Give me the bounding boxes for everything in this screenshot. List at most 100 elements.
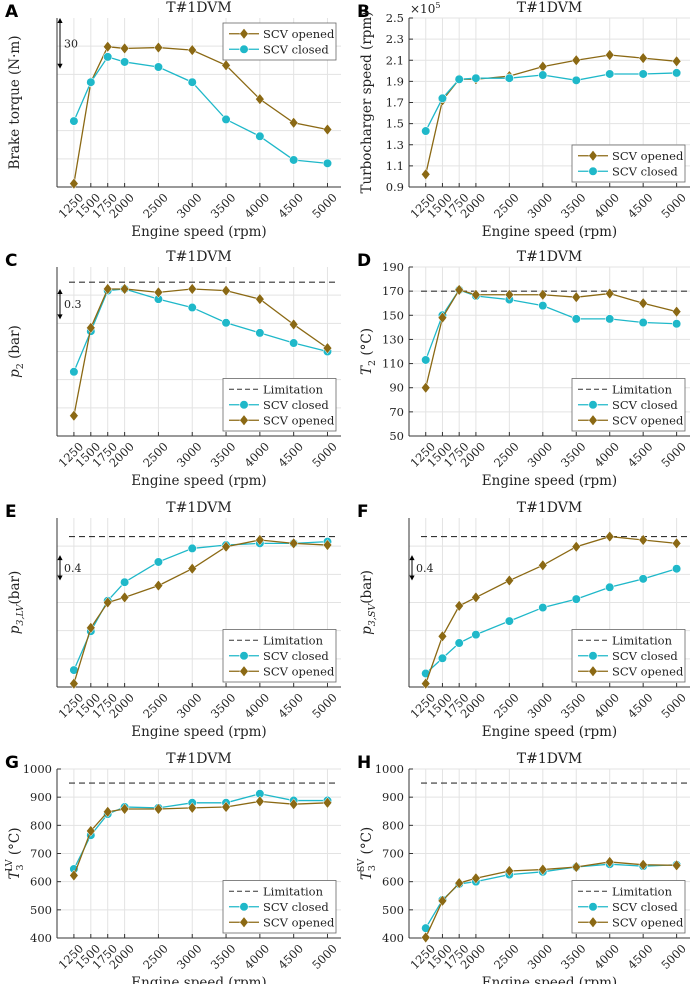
y-exponent: ×105 <box>410 1 440 16</box>
panel-letter: D <box>357 251 371 271</box>
scale-arrow-up-icon <box>57 288 63 294</box>
data-point-opened <box>437 630 448 643</box>
x-axis-label: Engine speed (rpm) <box>131 724 266 740</box>
data-point-closed <box>638 574 648 584</box>
data-point-opened <box>504 574 514 587</box>
scale-arrow-down-icon <box>409 575 415 581</box>
x-tick-label: 5000 <box>658 190 689 221</box>
data-point-closed <box>672 319 682 329</box>
x-tick-label: 5000 <box>658 439 689 470</box>
series-opened <box>69 795 333 882</box>
x-tick-label: 3000 <box>525 941 556 972</box>
legend-marker-opened <box>239 27 249 40</box>
data-point-opened <box>322 342 333 354</box>
scale-arrow-up-icon <box>57 555 63 561</box>
panel-letter: C <box>5 251 17 271</box>
scale-bar-label: 0.3 <box>64 298 82 311</box>
data-point-closed <box>153 557 164 567</box>
legend-marker-closed <box>239 902 249 912</box>
data-point-closed <box>289 155 299 165</box>
data-point-opened <box>187 802 197 814</box>
data-point-closed <box>322 158 333 168</box>
data-point-closed <box>454 74 464 84</box>
scale-bar: 0.3 <box>57 288 82 320</box>
legend-label-opened: SCV opened <box>612 413 684 427</box>
x-axis-label: Engine speed (rpm) <box>482 724 617 740</box>
legend-marker-closed <box>239 651 249 661</box>
data-point-closed <box>187 302 197 313</box>
data-point-closed <box>69 116 79 126</box>
scale-arrow-up-icon <box>57 18 63 23</box>
data-point-opened <box>103 806 113 818</box>
series-closed <box>421 68 682 136</box>
y-tick-label: 2.1 <box>386 53 404 67</box>
legend-marker-closed <box>588 902 598 912</box>
series-line-closed <box>73 56 328 164</box>
x-tick-label: 4000 <box>591 690 622 721</box>
data-point-closed <box>638 317 648 328</box>
series-line-opened <box>425 54 677 175</box>
series-line-closed <box>73 288 328 373</box>
x-tick-label: 4500 <box>275 439 306 470</box>
data-point-opened <box>471 591 481 604</box>
scale-bar: 0.4 <box>409 555 434 581</box>
x-tick-label: 5000 <box>658 941 689 972</box>
x-tick-label: 2500 <box>140 941 171 972</box>
panel-letter: B <box>357 2 370 22</box>
y-axis-label: p3,LV(bar) <box>7 571 26 634</box>
plot-title: T#1DVM <box>166 0 231 16</box>
data-point-opened <box>187 283 197 295</box>
data-point-opened <box>221 284 231 297</box>
y-tick-label: 600 <box>382 875 404 889</box>
x-tick-label: 4000 <box>242 190 273 221</box>
data-point-opened <box>322 796 333 809</box>
y-tick-label: 1.1 <box>386 159 404 173</box>
data-point-opened <box>255 293 265 305</box>
series-closed <box>421 285 682 365</box>
scale-bar-label: 0.4 <box>416 562 434 575</box>
x-tick-label: 3500 <box>558 190 589 221</box>
x-tick-label: 4000 <box>242 690 273 721</box>
series-line-opened <box>73 288 328 416</box>
data-point-closed <box>471 73 481 83</box>
legend-label-closed: SCV closed <box>263 398 329 412</box>
legend-label-limitation: Limitation <box>612 382 673 396</box>
y-tick-label: 900 <box>30 790 52 804</box>
legend-label-closed: SCV closed <box>612 900 678 914</box>
y-tick-label: 1.9 <box>386 74 404 88</box>
data-point-opened <box>571 540 581 553</box>
data-point-closed <box>571 75 581 85</box>
data-point-opened <box>187 44 197 56</box>
data-point-closed <box>187 543 197 554</box>
data-point-closed <box>672 68 682 78</box>
x-axis-label: Engine speed (rpm) <box>131 473 266 489</box>
y-axis-label: p2 (bar) <box>7 325 26 378</box>
data-point-opened <box>289 116 299 129</box>
series-line-closed <box>425 72 677 132</box>
data-point-closed <box>571 314 581 324</box>
x-tick-label: 2500 <box>140 439 171 470</box>
series-opened <box>421 856 682 944</box>
data-point-closed <box>187 77 197 87</box>
data-point-opened <box>86 825 96 837</box>
legend-label-opened: SCV opened <box>263 27 335 41</box>
data-point-opened <box>255 534 265 546</box>
data-point-opened <box>671 859 682 872</box>
data-point-opened <box>69 677 79 690</box>
legend-label-limitation: Limitation <box>612 884 673 898</box>
series-line-opened <box>425 861 677 938</box>
data-point-opened <box>69 409 79 422</box>
x-tick-label: 3500 <box>558 690 589 721</box>
x-tick-label: 4500 <box>275 190 306 221</box>
series-opened <box>69 40 333 190</box>
y-tick-label: 130 <box>382 332 404 346</box>
data-point-opened <box>471 288 481 301</box>
data-point-closed <box>69 367 79 377</box>
data-point-opened <box>471 872 481 885</box>
data-point-opened <box>504 288 514 301</box>
